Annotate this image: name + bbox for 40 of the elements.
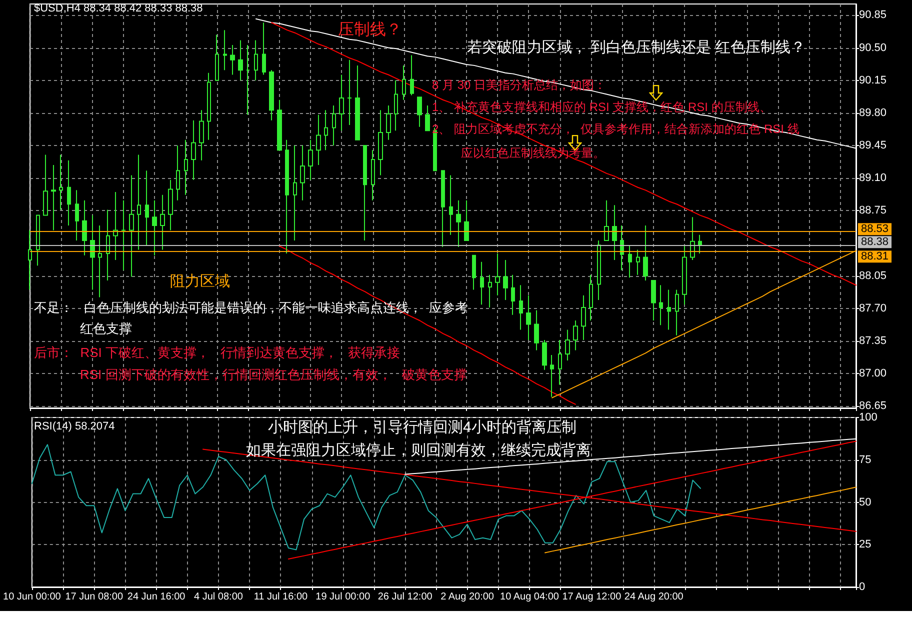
annotation: 小时图的上升，引导行情回测4小时的背离压制 — [268, 419, 576, 436]
y-tick-label: 25 — [859, 538, 872, 551]
y-tick-label: 89.10 — [859, 172, 887, 184]
annotation: 若突破阻力区域， 到白色压制线还是 红色压制线？ — [467, 39, 806, 56]
y-tick-label: 88.05 — [859, 270, 887, 282]
y-tick-label: 89.45 — [859, 139, 887, 152]
y-tick-label: 0 — [859, 581, 866, 593]
chart-title: RSI(14) 58.2074 — [34, 420, 115, 432]
y-tick-label: 100 — [859, 412, 878, 424]
y-tick-label: 86.65 — [859, 400, 887, 412]
x-tick-label: 19 Jul 00:00 — [316, 592, 371, 602]
annotation: RSI 回测下破的有效性，行情回测红色压制线，有效， 破黄色支撑 — [80, 367, 468, 382]
x-tick-label: 17 Jun 08:00 — [65, 592, 124, 602]
x-tick-label: 26 Jul 12:00 — [378, 592, 433, 602]
x-tick-label: 24 Aug 20:00 — [624, 592, 684, 602]
x-tick-label: 2 Aug 20:00 — [440, 592, 494, 602]
y-tick-label: 90.85 — [859, 9, 887, 22]
annotation: 阻力区域 — [170, 273, 230, 290]
y-tick-label: 87.35 — [859, 334, 887, 347]
x-tick-label: 24 Jun 16:00 — [127, 592, 186, 602]
annotation: 如果在强阻力区域停止，则回测有效，继续完成背离 — [246, 442, 591, 459]
y-tick-label: 90.50 — [859, 42, 887, 54]
ref-line-label: 88.38 — [861, 236, 889, 248]
x-tick-label: 10 Aug 04:00 — [500, 592, 560, 602]
y-tick-label: 88.75 — [859, 204, 887, 217]
y-tick-label: 75 — [859, 454, 872, 466]
ref-line-label: 88.53 — [861, 223, 889, 236]
x-tick-label: 11 Jul 16:00 — [254, 592, 308, 602]
y-tick-label: 87.00 — [859, 368, 887, 380]
y-tick-label: 87.70 — [859, 302, 887, 314]
x-tick-label: 10 Jun 00:00 — [3, 592, 62, 602]
annotation: 压制线？ — [338, 20, 402, 38]
annotation: 后市： RSI 下破红、黄支撑， 行情到达黄色支撑， 获得承接 — [34, 345, 400, 360]
x-tick-label: 4 Jul 08:00 — [194, 592, 244, 602]
y-tick-label: 89.80 — [859, 106, 887, 119]
x-tick-label: 17 Aug 12:00 — [562, 592, 622, 602]
ref-line-label: 88.31 — [861, 250, 889, 263]
y-tick-label: 90.15 — [859, 74, 887, 86]
y-tick-label: 50 — [859, 496, 872, 508]
annotation: 红色支撑 — [80, 321, 132, 336]
